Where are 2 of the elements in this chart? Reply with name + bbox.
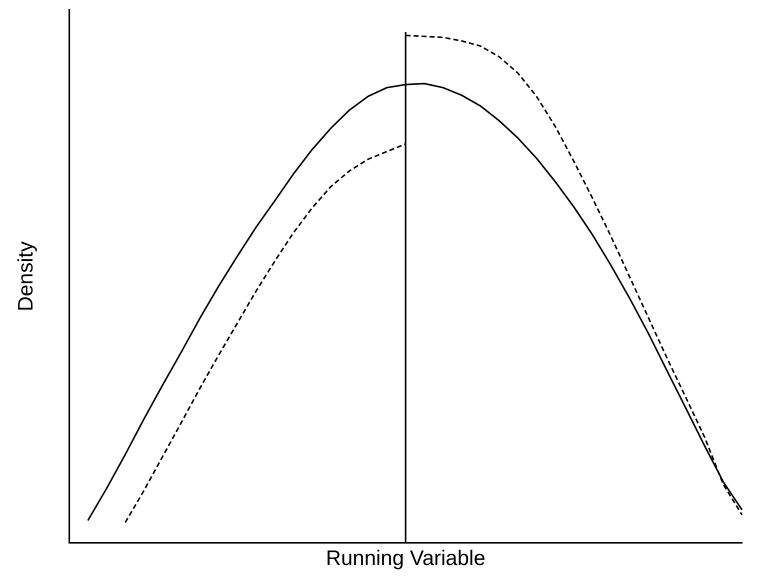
y-axis-title: Density: [14, 240, 38, 312]
x-axis-title: Running Variable: [326, 547, 486, 570]
